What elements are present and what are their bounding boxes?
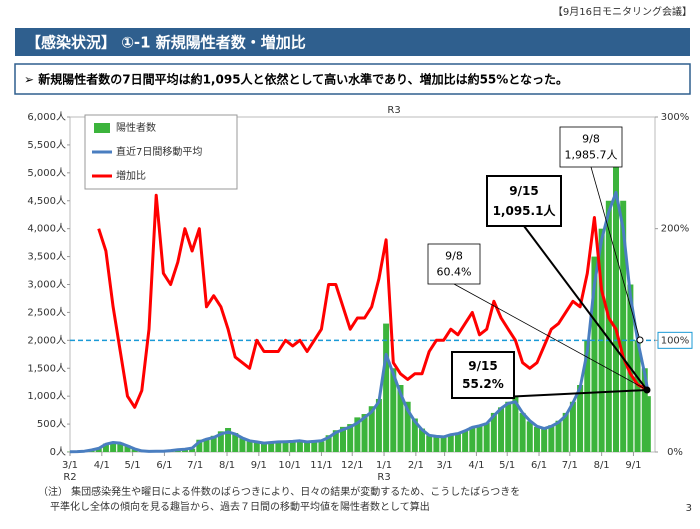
bar	[505, 402, 511, 452]
bar	[541, 428, 547, 452]
y2-tick-label: 100%	[661, 335, 690, 346]
x-tick-label: 1/1	[376, 460, 392, 471]
line	[99, 195, 648, 407]
y-tick-label: 2,500人	[27, 306, 66, 318]
callout-text: 9/15	[509, 184, 538, 198]
x-tick-label: 10/1	[278, 460, 300, 471]
y-tick-label: 5,500人	[27, 139, 66, 151]
legend-label: 増加比	[116, 169, 146, 182]
legend-swatch	[94, 123, 110, 133]
bar	[462, 431, 468, 452]
x-tick-label: 8/1	[594, 460, 610, 471]
y-tick-label: 1,000人	[27, 390, 66, 402]
bar	[484, 423, 490, 452]
legend-label: 陽性者数	[116, 121, 156, 134]
x-tick-label: 11/1	[310, 460, 332, 471]
x-tick-label: 4/1	[468, 460, 484, 471]
x-tick-label: 7/1	[187, 460, 203, 471]
callout-text: 9/8	[445, 249, 463, 262]
callout-text: 55.2%	[462, 377, 504, 391]
bar	[383, 324, 389, 452]
y-tick-label: 5,000人	[27, 167, 66, 179]
footnote: （注） 集団感染発生や曜日による件数のばらつきにより、日々の結果が変動するため、…	[38, 485, 520, 498]
x-tick-label: 6/1	[156, 460, 172, 471]
bar	[527, 421, 533, 452]
y-tick-label: 3,500人	[27, 251, 66, 263]
x-tick-label: 3/1	[62, 460, 78, 471]
bar	[548, 425, 554, 452]
x-tick-label: 4/1	[94, 460, 110, 471]
x-tick-label: 9/1	[625, 460, 641, 471]
x-tick-label: 6/1	[531, 460, 547, 471]
y-tick-label: 1,500人	[27, 362, 66, 374]
meeting: 【9月16日モニタリング会議】	[553, 5, 692, 18]
title: 【感染状況】 ①-1 新規陽性者数・増加比	[26, 34, 306, 52]
bar	[304, 442, 310, 452]
page-number: 3	[686, 503, 692, 514]
y2-tick-label: 300%	[661, 112, 690, 123]
bar	[477, 425, 483, 452]
bar	[318, 441, 324, 452]
y-tick-label: 6,000人	[27, 111, 66, 123]
y2-tick-label: 0%	[667, 447, 683, 458]
era-label: R3	[377, 472, 390, 483]
x-tick-label: 9/1	[251, 460, 267, 471]
footnote: 平準化し全体の傾向を見る趣旨から、過去７日間の移動平均値を陽性者数として算出	[50, 500, 430, 513]
bar	[426, 435, 432, 452]
era-label: R2	[63, 472, 76, 483]
callout-text: 1,095.1人	[493, 203, 557, 218]
y2-tick-label: 200%	[661, 224, 690, 235]
bar	[520, 413, 526, 452]
callout-text: 9/15	[468, 359, 497, 373]
x-tick-label: 12/1	[341, 460, 363, 471]
bar	[534, 427, 540, 452]
bar	[441, 437, 447, 452]
bar	[645, 396, 651, 452]
x-tick-label: 7/1	[562, 460, 578, 471]
y-tick-label: 4,500人	[27, 195, 66, 207]
x-tick-label: 8/1	[219, 460, 235, 471]
bar	[469, 427, 475, 452]
callout-text: 9/8	[582, 132, 600, 145]
y-tick-label: 500人	[37, 418, 66, 430]
callout-text: 60.4%	[437, 266, 472, 279]
y-tick-label: 4,000人	[27, 223, 66, 235]
callout-point	[637, 337, 643, 343]
x-tick-label: 5/1	[499, 460, 515, 471]
x-tick-label: 5/1	[125, 460, 141, 471]
y-tick-label: 3,000人	[27, 279, 66, 291]
x-tick-label: 2/1	[408, 460, 424, 471]
legend-label: 直近7日間移動平均	[116, 145, 202, 158]
summary: ➢ 新規陽性者数の7日間平均は約1,095人と依然として高い水準であり、増加比は…	[24, 72, 568, 87]
x-tick-label: 3/1	[437, 460, 453, 471]
bar	[556, 421, 562, 452]
callout-point	[644, 387, 651, 394]
bar	[498, 407, 504, 452]
y-tick-label: 0人	[50, 446, 66, 458]
y-tick-label: 2,000人	[27, 334, 66, 346]
callout-text: 1,985.7人	[565, 149, 618, 162]
era-label: R3	[387, 105, 400, 116]
